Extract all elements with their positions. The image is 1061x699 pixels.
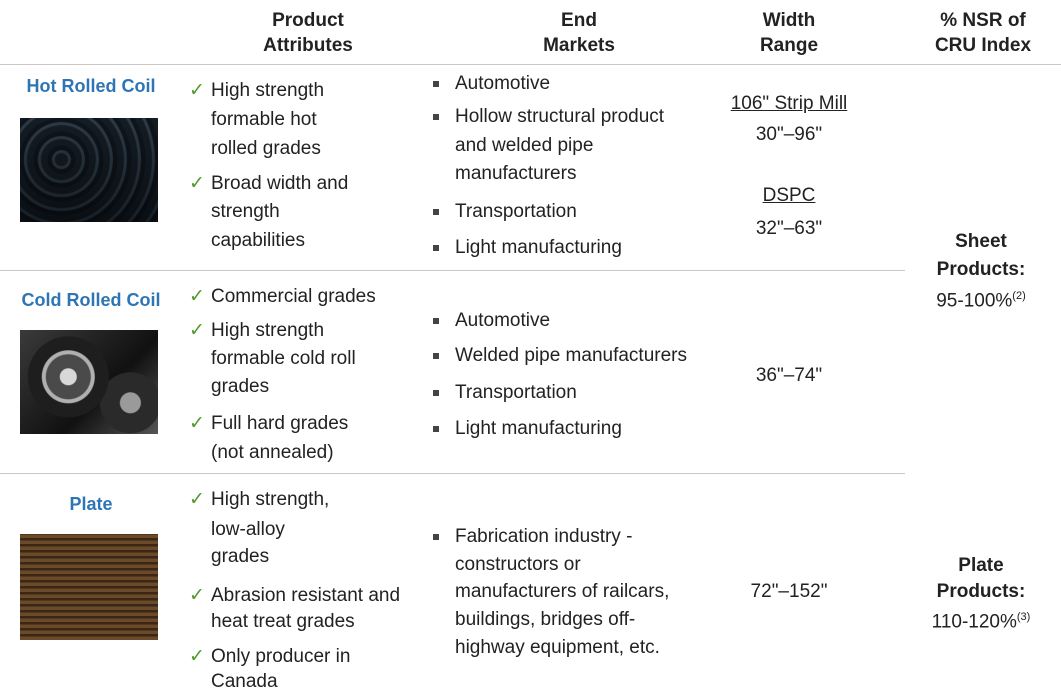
attribute-text: strength (211, 201, 280, 222)
column-header: CRU Index (934, 35, 1032, 56)
check-icon: ✓ (189, 413, 205, 434)
product-name: Plate (69, 494, 113, 514)
market-text: Light manufacturing (455, 418, 622, 439)
market-text: Hollow structural product (455, 106, 665, 127)
width-range: 36"–74" (755, 365, 823, 386)
bullet (433, 209, 439, 215)
bullet (433, 426, 439, 432)
check-icon: ✓ (189, 489, 205, 510)
check-icon: ✓ (189, 646, 205, 667)
mill-name: DSPC (762, 185, 816, 206)
nsr-label: Products: (936, 581, 1026, 602)
footnote-ref: (3) (1016, 611, 1031, 623)
product-name: Hot Rolled Coil (26, 76, 156, 96)
attribute-text: Full hard grades (211, 413, 349, 434)
nsr-value-text: 110-120% (931, 611, 1017, 633)
attribute-text: High strength (211, 80, 325, 101)
nsr-value-text: 95-100% (936, 290, 1013, 312)
market-text: Light manufacturing (455, 237, 622, 258)
column-header: Attributes (263, 35, 353, 56)
check-icon: ✓ (189, 80, 205, 101)
row-rule (0, 270, 905, 271)
column-header: Width (762, 10, 816, 31)
attribute-text: High strength, (211, 489, 330, 510)
market-text: Transportation (455, 382, 577, 403)
market-text: manufacturers (455, 163, 577, 184)
market-text: Fabrication industry - (455, 526, 633, 547)
column-header: % NSR of (940, 10, 1026, 31)
width-range: 72"–152" (750, 581, 828, 602)
footnote-ref: (2) (1012, 290, 1026, 302)
hot-rolled-coil-photo (20, 118, 158, 222)
plate-photo (20, 534, 158, 640)
attribute-text: grades (211, 376, 270, 397)
bullet (433, 534, 439, 540)
column-header: Product (272, 10, 344, 31)
attribute-text: formable cold roll (211, 348, 356, 369)
market-text: highway equipment, etc. (455, 637, 660, 658)
check-icon: ✓ (189, 173, 205, 194)
bullet (433, 353, 439, 359)
market-text: constructors or (455, 554, 581, 575)
attribute-text: Abrasion resistant and (211, 585, 401, 606)
mill-name: 106" Strip Mill (730, 93, 848, 114)
market-text: buildings, bridges off- (455, 609, 636, 630)
attribute-text: low-alloy (211, 519, 285, 540)
attribute-text: Only producer in (211, 646, 351, 667)
attribute-text: heat treat grades (211, 611, 355, 632)
attribute-text: rolled grades (211, 138, 321, 159)
nsr-label: Products: (936, 259, 1026, 280)
nsr-label: Plate (958, 555, 1004, 576)
nsr-value: 110-120%(3) (932, 606, 1031, 633)
bullet (433, 114, 439, 120)
bullet (433, 81, 439, 87)
header-rule (0, 64, 1061, 65)
attribute-text: Commercial grades (211, 286, 376, 307)
cold-rolled-coil-photo (20, 330, 158, 434)
nsr-label: Sheet (955, 231, 1007, 252)
attribute-text: grades (211, 546, 270, 567)
check-icon: ✓ (189, 585, 205, 606)
attribute-text: Canada (211, 671, 278, 692)
market-text: Automotive (455, 310, 551, 331)
market-text: manufacturers of railcars, (455, 581, 670, 602)
check-icon: ✓ (189, 320, 205, 341)
attribute-text: (not annealed) (211, 442, 334, 463)
bullet (433, 318, 439, 324)
bullet (433, 390, 439, 396)
width-range: 32"–63" (755, 218, 823, 239)
attribute-text: capabilities (211, 230, 305, 251)
row-rule (0, 473, 905, 474)
market-text: Automotive (455, 73, 551, 94)
market-text: and welded pipe (455, 135, 594, 156)
check-icon: ✓ (189, 286, 205, 307)
attribute-text: formable hot (211, 109, 317, 130)
market-text: Transportation (455, 201, 577, 222)
width-range: 30"–96" (755, 124, 823, 145)
bullet (433, 245, 439, 251)
nsr-value: 95-100%(2) (936, 285, 1026, 312)
attribute-text: High strength (211, 320, 325, 341)
product-name: Cold Rolled Coil (21, 290, 161, 310)
attribute-text: Broad width and (211, 173, 349, 194)
column-header: Range (759, 35, 819, 56)
column-header: Markets (543, 35, 615, 56)
market-text: Welded pipe manufacturers (455, 345, 687, 366)
column-header: End (561, 10, 597, 31)
